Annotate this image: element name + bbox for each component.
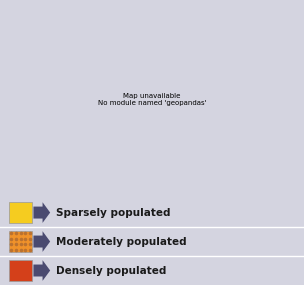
FancyArrow shape — [33, 231, 50, 252]
Text: Densely populated: Densely populated — [56, 266, 167, 276]
FancyArrow shape — [33, 260, 50, 281]
Bar — [9, 202, 32, 223]
Text: Map unavailable
No module named 'geopandas': Map unavailable No module named 'geopand… — [98, 93, 206, 105]
Text: Moderately populated: Moderately populated — [56, 237, 187, 247]
Text: Sparsely populated: Sparsely populated — [56, 207, 171, 217]
FancyArrow shape — [33, 202, 50, 223]
Bar — [9, 260, 32, 281]
Bar — [9, 231, 32, 253]
